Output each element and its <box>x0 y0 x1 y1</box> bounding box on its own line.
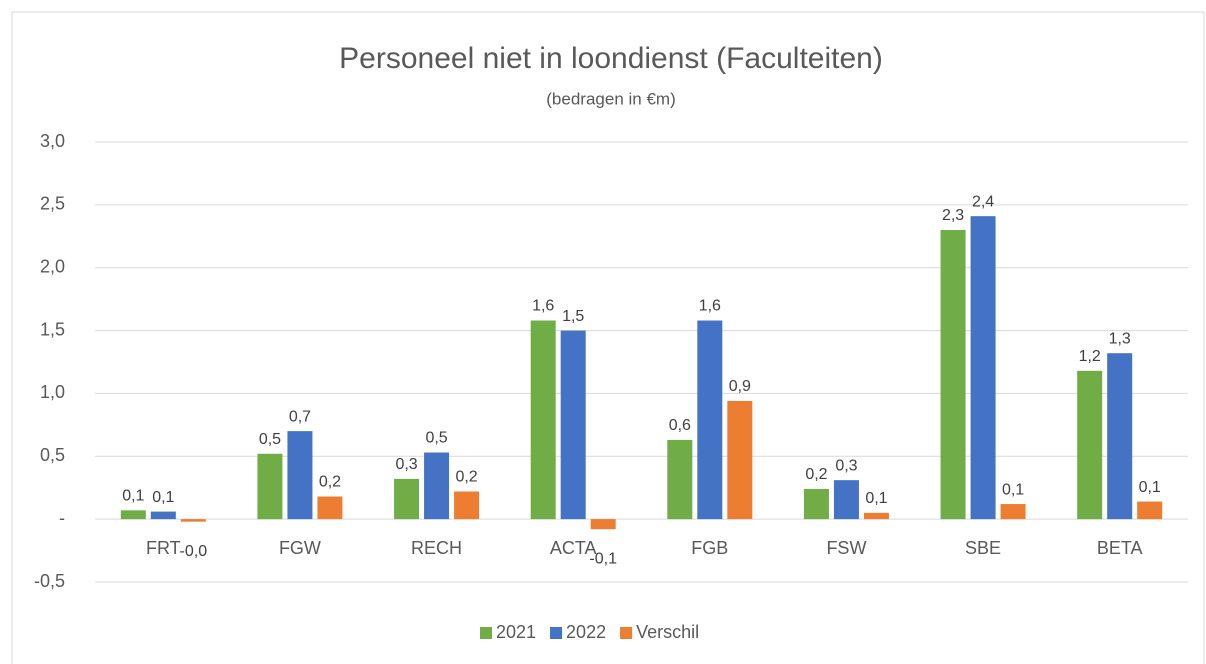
y-tick-label: - <box>59 508 65 528</box>
bar <box>257 453 283 520</box>
x-tick-label: FSW <box>826 538 866 558</box>
bar <box>970 216 996 520</box>
data-label: 0,3 <box>395 456 417 473</box>
y-tick-label: 1,0 <box>40 382 65 402</box>
bar <box>1000 504 1026 520</box>
bar <box>1077 370 1103 520</box>
bar <box>454 491 480 520</box>
bar <box>727 400 753 520</box>
bar <box>560 330 586 520</box>
bar <box>697 320 723 520</box>
bar <box>940 230 966 520</box>
bar <box>150 511 176 520</box>
data-label: 0,5 <box>425 430 447 447</box>
data-label: 0,7 <box>289 408 311 425</box>
y-tick-label: -0,5 <box>34 571 65 591</box>
data-label: 1,6 <box>699 298 721 315</box>
bar <box>120 510 146 520</box>
data-label: -0,0 <box>180 543 208 560</box>
bar <box>833 480 859 520</box>
data-label: 0,1 <box>152 489 174 506</box>
y-tick-label: 2,5 <box>40 194 65 214</box>
data-label: 1,5 <box>562 308 584 325</box>
data-label: 0,1 <box>1139 479 1161 496</box>
data-label: 0,1 <box>1002 481 1024 498</box>
bar <box>667 439 693 520</box>
legend-label: 2022 <box>566 622 606 642</box>
chart-title: Personeel niet in loondienst (Faculteite… <box>339 42 883 75</box>
chart-subtitle: (bedragen in €m) <box>546 89 675 108</box>
data-label: 0,1 <box>865 490 887 507</box>
bar <box>863 512 889 520</box>
data-label: 1,6 <box>532 298 554 315</box>
legend-swatch <box>550 627 563 639</box>
bar <box>1137 501 1163 520</box>
bar <box>287 431 313 520</box>
data-label: -0,1 <box>589 550 617 567</box>
legend-label: 2021 <box>496 622 536 642</box>
bar <box>180 519 206 522</box>
bar <box>424 452 450 520</box>
x-tick-label: FGW <box>279 538 321 558</box>
data-label: 1,3 <box>1109 330 1131 347</box>
x-tick-label: SBE <box>965 538 1001 558</box>
data-label: 0,5 <box>259 431 281 448</box>
x-tick-label: BETA <box>1097 538 1143 558</box>
data-label: 2,3 <box>942 207 964 224</box>
bar <box>530 320 556 520</box>
data-label: 0,6 <box>669 417 691 434</box>
y-tick-label: 0,5 <box>40 445 65 465</box>
y-tick-label: 3,0 <box>40 131 65 151</box>
x-tick-label: ACTA <box>550 538 597 558</box>
bar <box>803 488 829 520</box>
bar <box>590 519 616 530</box>
data-label: 0,2 <box>319 474 341 491</box>
x-tick-label: FGB <box>691 538 728 558</box>
data-label: 0,2 <box>455 469 477 486</box>
x-tick-label: RECH <box>411 538 462 558</box>
data-label: 0,2 <box>805 466 827 483</box>
x-tick-label: FRT <box>146 538 181 558</box>
legend-swatch <box>480 627 492 639</box>
legend-swatch <box>620 627 633 639</box>
legend-label: Verschil <box>636 622 699 642</box>
y-tick-label: 1,5 <box>40 319 65 339</box>
bar <box>394 478 420 520</box>
data-label: 0,9 <box>729 378 751 395</box>
y-tick-label: 2,0 <box>40 256 65 276</box>
bar <box>1107 353 1133 520</box>
data-label: 2,4 <box>972 193 994 210</box>
data-label: 0,1 <box>122 488 144 505</box>
data-label: 0,3 <box>835 457 857 474</box>
data-label: 1,2 <box>1079 348 1101 365</box>
chart-border <box>11 11 1205 664</box>
bar <box>317 496 343 520</box>
